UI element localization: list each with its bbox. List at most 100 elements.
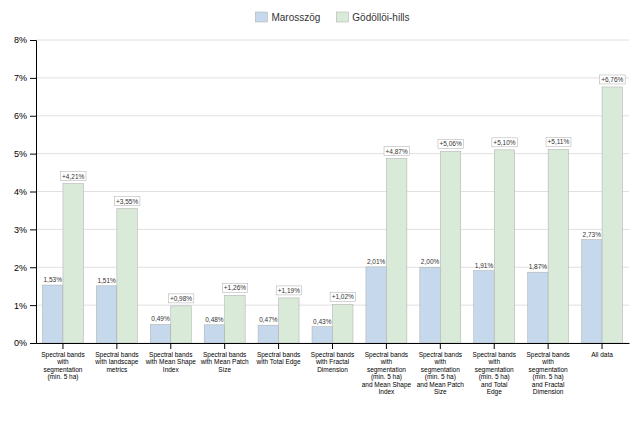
bar [42, 285, 62, 343]
data-label: 2,73% [583, 231, 602, 238]
x-tick-label-line: (min. 5 ha) [47, 373, 78, 381]
x-tick: Spectral bandswithsegmentation(min. 5 ha… [362, 343, 412, 395]
plot: 0%1%2%3%4%5%6%7%8%Spectral bandswithsegm… [14, 35, 630, 396]
bar [96, 286, 116, 343]
data-label-group: +3,55% [114, 197, 139, 206]
data-label-group: +4,21% [61, 172, 86, 181]
x-tick-label-line: with [541, 358, 554, 365]
x-tick-label: Spectral bandswithsegmentation(min. 5 ha… [526, 351, 570, 395]
bars [42, 87, 622, 343]
x-tick: Spectral bandswith landscapemetrics [94, 343, 139, 373]
x-tick-label-line: Size [434, 388, 447, 395]
x-tick-label-line: with [380, 358, 393, 365]
x-tick: Spectral bandswithsegmentation(min. 5 ha… [473, 343, 517, 396]
y-tick-label: 4% [14, 187, 27, 197]
legend: MarosszögGödöllöi-hills [255, 12, 409, 23]
x-tick-label: Spectral bandswith Total Edge [256, 351, 301, 366]
y-tick-label: 7% [14, 73, 27, 83]
x-tick: All data [591, 343, 613, 358]
data-label-box [492, 138, 517, 147]
data-label: +1,02% [332, 293, 354, 300]
data-label: +5,10% [493, 139, 515, 146]
y-tick-label: 1% [14, 301, 27, 311]
grid-line [36, 153, 629, 154]
bar [225, 295, 245, 343]
x-tick-mark [386, 343, 387, 349]
x-tick-label: Spectral bandswith Mean PatchSize [200, 351, 249, 373]
x-tick-mark [224, 343, 225, 349]
x-tick-label-line: and Fractal [532, 381, 565, 388]
bar [312, 327, 332, 343]
data-label: 0,47% [259, 316, 278, 323]
x-tick-label: Spectral bandswith landscapemetrics [94, 351, 139, 373]
bar [63, 184, 83, 343]
y-tick-mark [30, 40, 36, 41]
data-label-group: 1,51% [97, 277, 116, 284]
data-label: 0,48% [205, 316, 224, 323]
legend-item: Marosszög [255, 12, 320, 23]
data-label: 1,53% [43, 276, 62, 283]
data-labels: 1,53%1,51%0,49%0,48%0,47%0,43%2,01%2,00%… [43, 75, 625, 325]
data-label-box [330, 292, 355, 301]
x-tick-mark [278, 343, 279, 349]
data-label-group: +1,02% [330, 292, 355, 301]
data-label-box [61, 172, 86, 181]
bar [258, 325, 278, 343]
bar [386, 159, 406, 343]
data-label: +5,11% [548, 138, 570, 145]
chart: 0%1%2%3%4%5%6%7%8%Spectral bandswithsegm… [0, 0, 639, 425]
x-tick-label: Spectral bandswithsegmentation(min. 5 ha… [41, 351, 85, 381]
data-label-group: +5,10% [492, 138, 517, 147]
x-tick-label-line: with Mean Patch [200, 358, 249, 365]
bar [333, 304, 353, 343]
data-label-group: 0,43% [313, 318, 332, 325]
x-tick-label-line: with [56, 358, 69, 365]
bar [204, 325, 224, 343]
legend-swatch [336, 12, 348, 22]
data-label: 1,51% [97, 277, 116, 284]
bar [494, 150, 514, 343]
grid [36, 40, 629, 343]
bar [548, 149, 568, 343]
x-tick: Spectral bandswith FractalDimension [311, 343, 355, 373]
data-label-group: 0,47% [259, 316, 278, 323]
bar [474, 271, 494, 343]
x-tick-mark [332, 343, 333, 349]
y-tick-label: 6% [14, 111, 27, 121]
x-tick-label-line: Index [163, 366, 180, 373]
y-tick-mark [30, 116, 36, 117]
data-label: +3,55% [116, 198, 138, 205]
y-tick-label: 0% [14, 338, 27, 348]
x-tick-label: Spectral bandswithsegmentation(min. 5 ha… [362, 351, 412, 395]
data-label-box [384, 147, 409, 156]
x-axis: Spectral bandswithsegmentation(min. 5 ha… [37, 343, 630, 396]
data-label: +6,76% [601, 76, 623, 83]
x-tick-mark [494, 343, 495, 349]
bar [150, 324, 170, 343]
data-label: +1,26% [224, 284, 246, 291]
grid-line [36, 40, 629, 41]
y-tick-mark [30, 192, 36, 193]
bar [117, 209, 137, 343]
x-tick-label-line: Size [218, 366, 231, 373]
data-label-group: 2,73% [583, 231, 602, 238]
data-label-box [600, 75, 625, 84]
x-tick: Spectral bandswith Mean PatchSize [200, 343, 249, 373]
y-tick: 6% [14, 111, 36, 121]
x-tick-label-line: with [487, 358, 500, 365]
x-tick-mark [440, 343, 441, 349]
y-tick-mark [30, 78, 36, 79]
bar [602, 87, 622, 343]
x-tick-mark [548, 343, 549, 349]
x-tick-label-line: with [434, 358, 447, 365]
y-tick: 0% [14, 338, 36, 348]
y-tick-label: 3% [14, 225, 27, 235]
x-tick-label: All data [591, 351, 613, 358]
y-tick-label: 8% [14, 35, 27, 45]
bar [528, 272, 548, 343]
data-label-group: +5,11% [546, 137, 571, 146]
data-label-group: +6,76% [600, 75, 625, 84]
y-tick: 4% [14, 187, 36, 197]
data-label-box [222, 283, 247, 292]
data-label-box [438, 139, 463, 148]
